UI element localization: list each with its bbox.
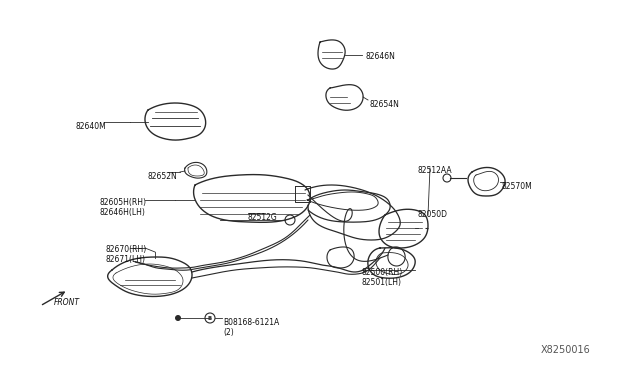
Text: 82512G: 82512G bbox=[248, 213, 278, 222]
Text: 82570M: 82570M bbox=[502, 182, 532, 191]
Text: 82605H(RH)
82646H(LH): 82605H(RH) 82646H(LH) bbox=[100, 198, 147, 217]
Text: 82512AA: 82512AA bbox=[418, 166, 452, 175]
Text: 82500(RH)
82501(LH): 82500(RH) 82501(LH) bbox=[362, 268, 403, 288]
Text: B: B bbox=[208, 315, 212, 321]
Text: 82640M: 82640M bbox=[75, 122, 106, 131]
Text: 82652N: 82652N bbox=[148, 172, 178, 181]
Text: 82050D: 82050D bbox=[418, 210, 448, 219]
Text: FRONT: FRONT bbox=[54, 298, 80, 307]
Text: X8250016: X8250016 bbox=[540, 345, 590, 355]
Text: 82646N: 82646N bbox=[365, 52, 395, 61]
Circle shape bbox=[175, 315, 181, 321]
Text: 82654N: 82654N bbox=[370, 100, 400, 109]
Text: B08168-6121A
(2): B08168-6121A (2) bbox=[223, 318, 279, 337]
Text: 82670(RH)
82671(LH): 82670(RH) 82671(LH) bbox=[105, 245, 147, 264]
